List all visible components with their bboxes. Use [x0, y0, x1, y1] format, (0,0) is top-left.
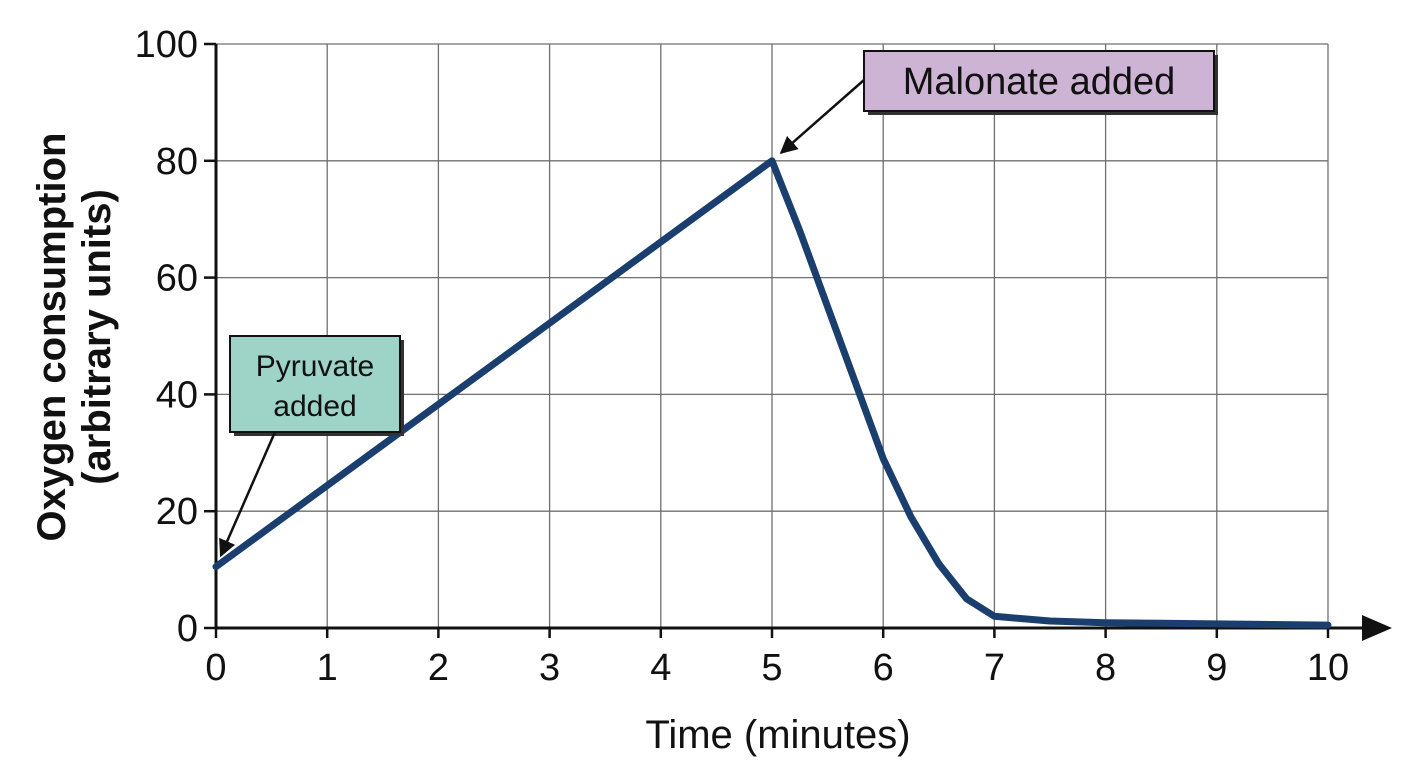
annotation-box: [229, 335, 401, 433]
series: [212, 157, 1332, 629]
y-axis-label-line2: (arbitrary units): [75, 189, 119, 485]
x-tick-label: 4: [650, 647, 671, 689]
y-tick-label: 0: [177, 608, 198, 650]
x-tick-label: 8: [1095, 647, 1116, 689]
x-tick-label: 3: [539, 647, 560, 689]
x-tick-label: 7: [984, 647, 1005, 689]
y-tick-label: 100: [135, 24, 198, 66]
annotation-text: added: [273, 390, 356, 423]
annotation-arrow: [779, 79, 865, 155]
annotation-text: Pyruvate: [256, 350, 374, 383]
annotation-text: Malonate added: [903, 61, 1176, 103]
y-tick-label: 60: [156, 258, 198, 300]
x-tick-label: 1: [317, 647, 338, 689]
axis-labels: Time (minutes) Oxygen consumption (arbit…: [30, 133, 911, 757]
y-tick-label: 80: [156, 141, 198, 183]
y-tick-label: 20: [156, 491, 198, 533]
x-tick-label: 9: [1206, 647, 1227, 689]
series-line: [212, 157, 1332, 629]
x-tick-label: 10: [1307, 647, 1349, 689]
annotations: Pyruvate added Malonate added: [219, 50, 1218, 558]
x-tick-label: 2: [428, 647, 449, 689]
annotation-callout: Malonate added: [779, 50, 1218, 155]
x-tick-label: 6: [873, 647, 894, 689]
x-axis-label: Time (minutes): [645, 713, 910, 757]
annotation-callout: Pyruvate added: [219, 335, 404, 558]
y-axis-label-line1: Oxygen consumption: [30, 133, 74, 542]
x-axis-arrow: [1362, 615, 1392, 641]
annotation-arrow: [219, 431, 277, 558]
x-tick-label: 0: [205, 647, 226, 689]
x-tick-label: 5: [761, 647, 782, 689]
y-tick-label: 40: [156, 374, 198, 416]
